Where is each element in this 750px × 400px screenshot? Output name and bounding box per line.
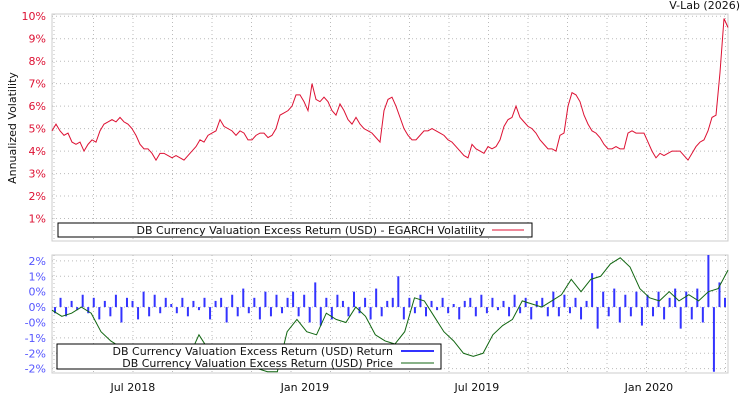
- y-tick-label: 1%: [29, 270, 46, 283]
- y-tick-label: 10%: [22, 10, 46, 23]
- legend-label-price: DB Currency Valuation Excess Return (USD…: [122, 357, 393, 370]
- x-tick-label: Jan 2019: [280, 381, 329, 394]
- y-tick-label: 4%: [29, 145, 46, 158]
- y-axis-title: Annualized Volatility: [6, 72, 19, 184]
- x-tick-label: Jul 2018: [109, 381, 155, 394]
- top-plot-area: [51, 13, 729, 242]
- volatility-line: [51, 18, 729, 162]
- y-tick-label: 9%: [29, 33, 46, 46]
- y-tick-label: -0%: [25, 316, 46, 329]
- y-tick-label: 8%: [29, 55, 46, 68]
- legend-label-return: DB Currency Valuation Excess Return (USD…: [113, 345, 393, 358]
- y-tick-label: 5%: [29, 123, 46, 136]
- y-tick-label: 6%: [29, 100, 46, 113]
- legend-label-volatility: DB Currency Valuation Excess Return (USD…: [137, 224, 486, 237]
- credit-label: V-Lab (2026): [669, 0, 740, 12]
- y-tick-label: 1%: [29, 213, 46, 226]
- x-tick-label: Jul 2019: [453, 381, 499, 394]
- y-tick-label: 0%: [29, 301, 46, 314]
- y-tick-label: 7%: [29, 78, 46, 91]
- bottom-legend: DB Currency Valuation Excess Return (USD…: [56, 343, 442, 370]
- y-tick-label: -2%: [25, 347, 46, 360]
- y-tick-label: 2%: [29, 255, 46, 268]
- x-tick-label: Jan 2020: [624, 381, 673, 394]
- top-legend: DB Currency Valuation Excess Return (USD…: [57, 222, 533, 238]
- y-tick-label: 2%: [29, 190, 46, 203]
- y-tick-label: 3%: [29, 168, 46, 181]
- y-tick-label: 0%: [29, 286, 46, 299]
- y-tick-label: -1%: [25, 332, 46, 345]
- y-tick-label: -2%: [25, 363, 46, 376]
